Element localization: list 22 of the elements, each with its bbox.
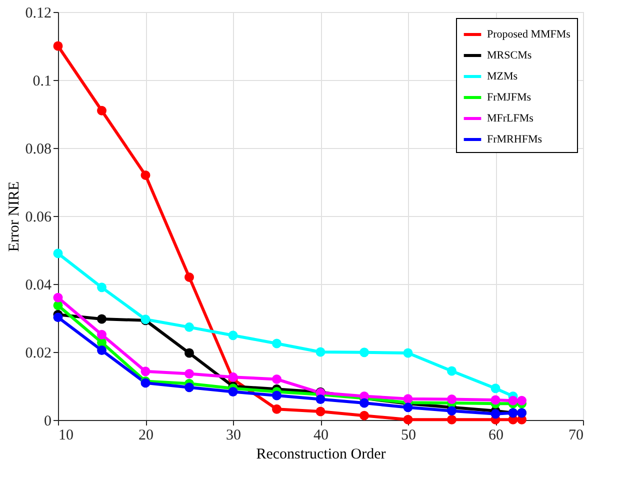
y-tick-label: 0 [44, 414, 52, 430]
x-tick-label: 10 [58, 428, 74, 444]
x-tick-label: 30 [226, 428, 241, 444]
y-tick-label: 0.08 [25, 142, 52, 158]
y-tick-label: 0.12 [25, 6, 52, 22]
y-tick-label: 0.06 [25, 210, 52, 226]
legend-label: MRSCMs [487, 50, 532, 62]
y-tick-label: 0.1 [32, 74, 52, 90]
legend-label: FrMJFMs [487, 92, 532, 104]
x-axis-title: Reconstruction Order [256, 446, 386, 462]
legend-label: MZMs [487, 70, 518, 82]
x-tick-label: 60 [488, 428, 504, 444]
y-tick-label: 0.02 [25, 346, 52, 362]
legend-label: FrMRHFMs [487, 134, 542, 146]
legend-label: Proposed MMFMs [487, 28, 570, 40]
x-tick-label: 70 [568, 428, 584, 444]
x-tick-label: 40 [314, 428, 328, 444]
y-tick-label: 0.04 [25, 278, 52, 294]
x-tick-label: 50 [401, 428, 416, 444]
x-tick-label: 20 [138, 428, 154, 444]
legend-label: MFrLFMs [487, 112, 534, 124]
y-axis-title: Error NIRE [6, 181, 22, 252]
